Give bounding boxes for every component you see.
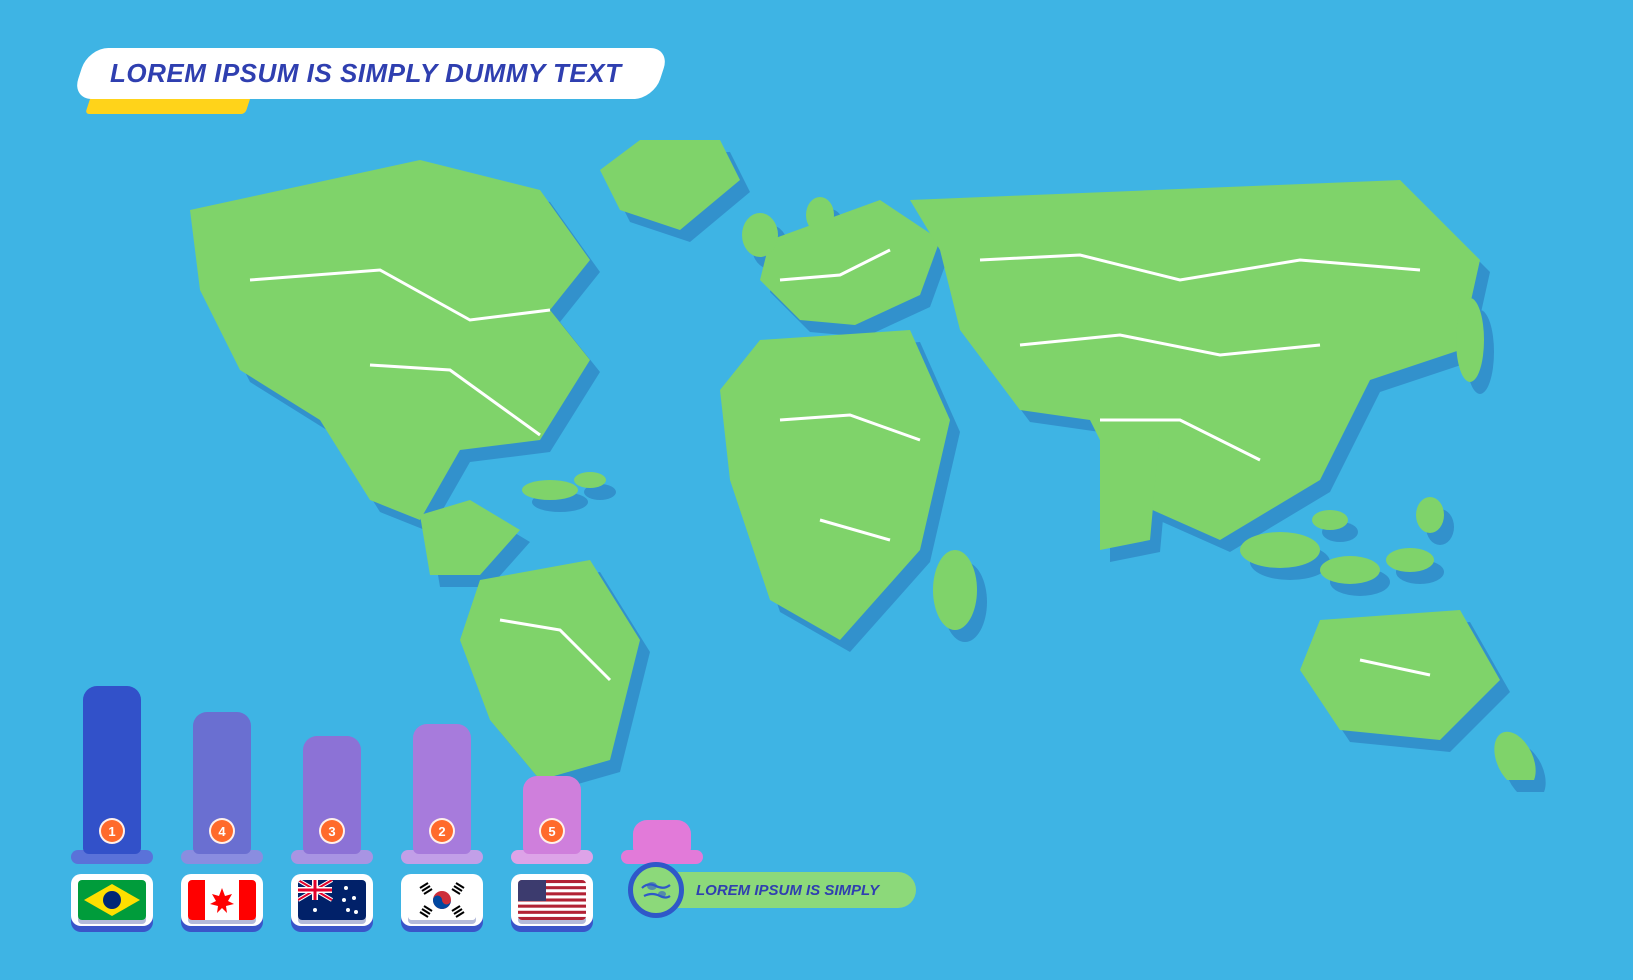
title-pill: LOREM IPSUM IS SIMPLY DUMMY TEXT — [72, 48, 670, 99]
bar: 2 — [413, 724, 471, 854]
legend-label-pill: LOREM IPSUM IS SIMPLY — [656, 872, 916, 908]
bar: 1 — [83, 686, 141, 854]
bar-column-canada: 4 — [186, 712, 258, 926]
rank-badge: 1 — [99, 818, 125, 844]
country-bar-chart: 1 4 3 2 5 — [76, 686, 698, 926]
bar-column-usa: 5 — [516, 776, 588, 926]
rank-badge: 3 — [319, 818, 345, 844]
title-text: LOREM IPSUM IS SIMPLY DUMMY TEXT — [110, 58, 622, 89]
bar-column-brazil: 1 — [76, 686, 148, 926]
title-banner: LOREM IPSUM IS SIMPLY DUMMY TEXT — [80, 48, 662, 99]
bar: 4 — [193, 712, 251, 854]
legend-text: LOREM IPSUM IS SIMPLY — [696, 882, 879, 899]
flag-card-south_korea — [401, 874, 483, 926]
flag-australia-icon — [298, 880, 366, 920]
map-landmass — [190, 140, 1540, 780]
flag-card-australia — [291, 874, 373, 926]
bar-column-south_korea: 2 — [406, 724, 478, 926]
bar-column-extra — [626, 820, 698, 864]
rank-badge: 5 — [539, 818, 565, 844]
globe-icon — [638, 872, 674, 908]
infographic-stage: LOREM IPSUM IS SIMPLY DUMMY TEXT — [0, 0, 1633, 980]
bar — [633, 820, 691, 854]
legend: LOREM IPSUM IS SIMPLY — [628, 862, 916, 918]
bar: 3 — [303, 736, 361, 854]
rank-badge: 2 — [429, 818, 455, 844]
flag-card-canada — [181, 874, 263, 926]
flag-card-brazil — [71, 874, 153, 926]
flag-brazil-icon — [78, 880, 146, 920]
legend-globe-icon — [628, 862, 684, 918]
flag-usa-icon — [518, 880, 586, 920]
flag-south_korea-icon — [408, 880, 476, 920]
flag-canada-icon — [188, 880, 256, 920]
bar-column-australia: 3 — [296, 736, 368, 926]
world-map — [120, 120, 1540, 780]
bar: 5 — [523, 776, 581, 854]
flag-card-usa — [511, 874, 593, 926]
world-map-svg — [120, 120, 1540, 780]
rank-badge: 4 — [209, 818, 235, 844]
